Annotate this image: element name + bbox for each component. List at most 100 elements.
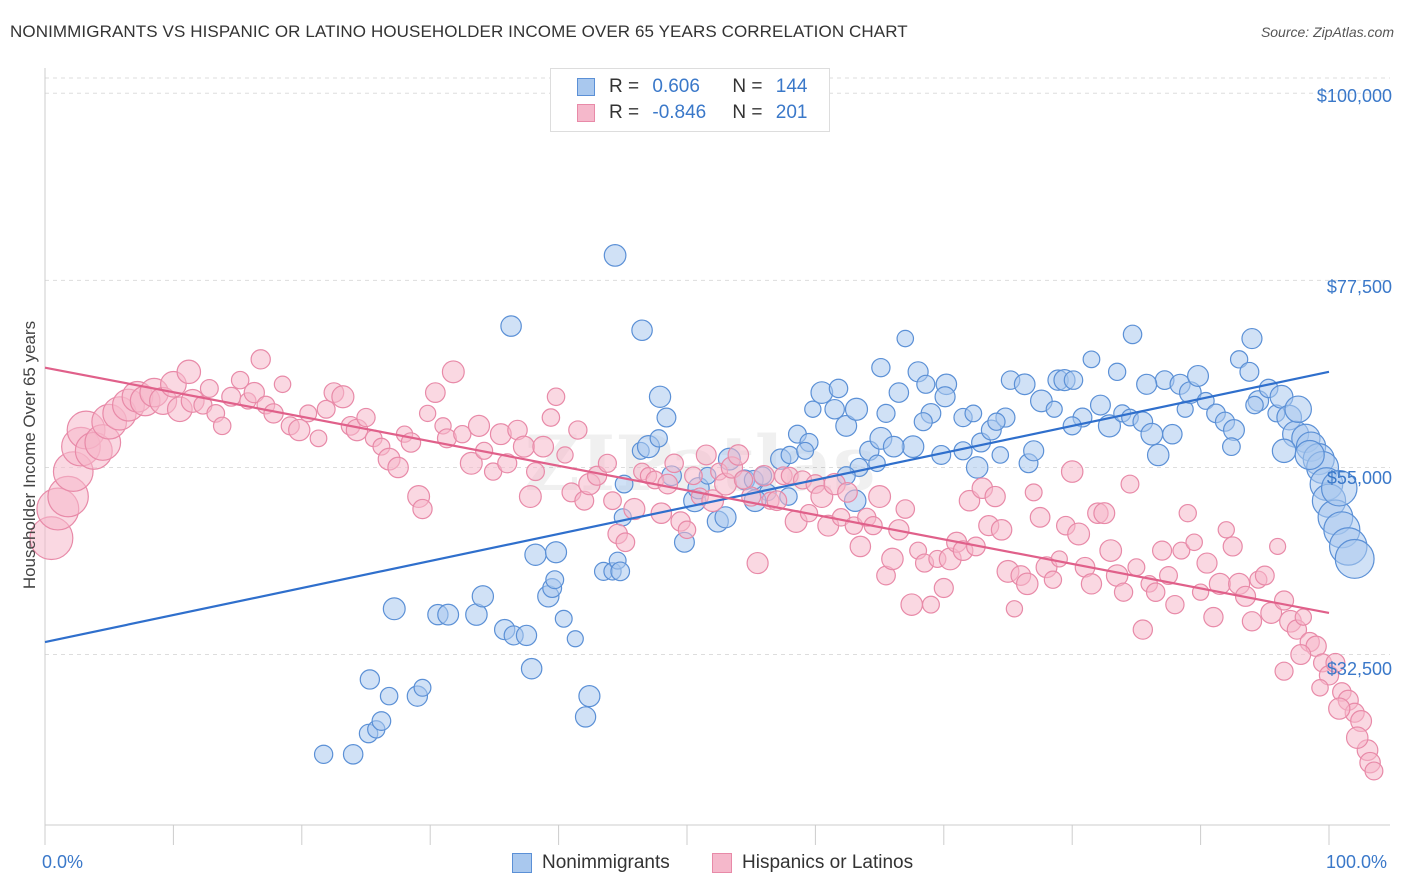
blue-point — [871, 357, 891, 378]
legend-row-nonimmigrants: R = 0.606 N = 144 — [577, 75, 807, 99]
y-tick-label: $32,500 — [1326, 659, 1392, 679]
pink-point — [1274, 661, 1294, 681]
pink-point — [212, 416, 232, 436]
pink-point — [1290, 644, 1312, 666]
pink-point — [603, 491, 622, 511]
y-tick-label: $55,000 — [1326, 468, 1392, 488]
pink-point — [1165, 594, 1185, 615]
pink-point — [1196, 552, 1218, 574]
blue-point — [1334, 538, 1375, 579]
pink-point — [1328, 697, 1351, 720]
pink-point — [1178, 503, 1197, 523]
blue-point — [610, 561, 631, 582]
pink-point — [1113, 582, 1134, 602]
legend-n-label: N = — [732, 102, 768, 123]
pink-point — [512, 435, 536, 458]
pink-point — [1067, 522, 1091, 546]
pink-point — [900, 593, 923, 616]
legend-n-value: 144 — [775, 76, 808, 97]
blue-point — [1245, 395, 1264, 415]
legend-label: Nonimmigrants — [542, 852, 670, 873]
pink-point — [849, 535, 872, 558]
blue-point — [544, 541, 568, 564]
legend-swatch-pink — [577, 104, 595, 122]
pink-point — [623, 497, 646, 521]
blue-point — [471, 585, 495, 608]
blue-point — [359, 669, 381, 690]
blue-point — [714, 506, 737, 529]
blue-point — [901, 435, 925, 459]
blue-point — [578, 685, 601, 708]
blue-point — [1107, 362, 1127, 382]
blue-point — [1136, 373, 1158, 395]
pink-point — [1269, 537, 1287, 556]
pink-point — [746, 551, 769, 575]
blue-point — [888, 382, 910, 403]
pink-point — [412, 498, 433, 520]
blue-point — [882, 435, 905, 458]
legend-swatch-pink — [712, 853, 732, 873]
blue-point — [1241, 327, 1263, 350]
blue-point — [1089, 394, 1111, 416]
blue-point — [413, 678, 432, 697]
blue-point — [1187, 364, 1210, 387]
pink-point — [199, 378, 219, 398]
blue-point — [824, 398, 845, 420]
chart-title: NONIMMIGRANTS VS HISPANIC OR LATINO HOUS… — [10, 22, 908, 41]
pink-point — [1005, 600, 1024, 618]
blue-point — [566, 630, 584, 648]
blue-point — [342, 744, 364, 765]
legend-row-hispanics: R = -0.846 N = 201 — [577, 101, 807, 125]
trend-line-hispanics — [44, 366, 1330, 615]
blue-point — [520, 657, 543, 680]
blue-point — [1271, 438, 1297, 464]
source-credit: Source: ZipAtlas.com — [1260, 24, 1394, 40]
pink-point — [1311, 678, 1329, 697]
pink-point — [677, 520, 697, 540]
pink-point — [1172, 541, 1191, 560]
pink-point — [518, 485, 542, 509]
pink-point — [1127, 558, 1146, 577]
series-legend: Nonimmigrants Hispanics or Latinos — [0, 852, 1406, 878]
pink-point — [1345, 726, 1369, 749]
pink-point — [467, 414, 491, 437]
pink-point — [984, 485, 1006, 508]
pink-point — [727, 444, 750, 466]
pink-point — [615, 532, 636, 553]
pink-point — [1120, 474, 1140, 494]
blue-point — [649, 429, 668, 448]
y-axis-label: Householder Income Over 65 years — [20, 320, 39, 590]
legend-n-label: N = — [732, 76, 768, 97]
blue-point — [379, 686, 399, 706]
blue-point — [554, 609, 573, 628]
blue-point — [1294, 439, 1325, 471]
pink-point — [1254, 565, 1275, 586]
pink-point — [657, 473, 679, 495]
blue-point — [1013, 373, 1036, 396]
pink-point — [568, 420, 588, 440]
legend-item-nonimmigrants: Nonimmigrants — [512, 852, 670, 874]
blue-point — [1140, 422, 1164, 446]
pink-point — [990, 519, 1013, 541]
pink-point — [1080, 573, 1103, 595]
blue-point — [804, 400, 822, 418]
blue-point — [1222, 419, 1245, 442]
x-tick-label-min: 0.0% — [42, 852, 84, 872]
pink-point — [1294, 608, 1313, 626]
trend-line-nonimmigrants — [44, 370, 1330, 644]
blue-point — [382, 597, 406, 621]
blue-point — [1097, 414, 1122, 438]
blue-point — [796, 441, 815, 460]
pink-point — [733, 470, 754, 490]
pink-point — [556, 446, 574, 464]
pink-point — [316, 399, 336, 419]
blue-point — [964, 404, 983, 423]
pink-point — [525, 462, 545, 482]
pink-point — [441, 360, 465, 384]
pink-point — [1060, 460, 1084, 483]
pink-point — [1099, 539, 1123, 562]
pink-point — [546, 387, 566, 407]
pink-point — [1093, 502, 1116, 525]
pink-point — [331, 385, 355, 409]
